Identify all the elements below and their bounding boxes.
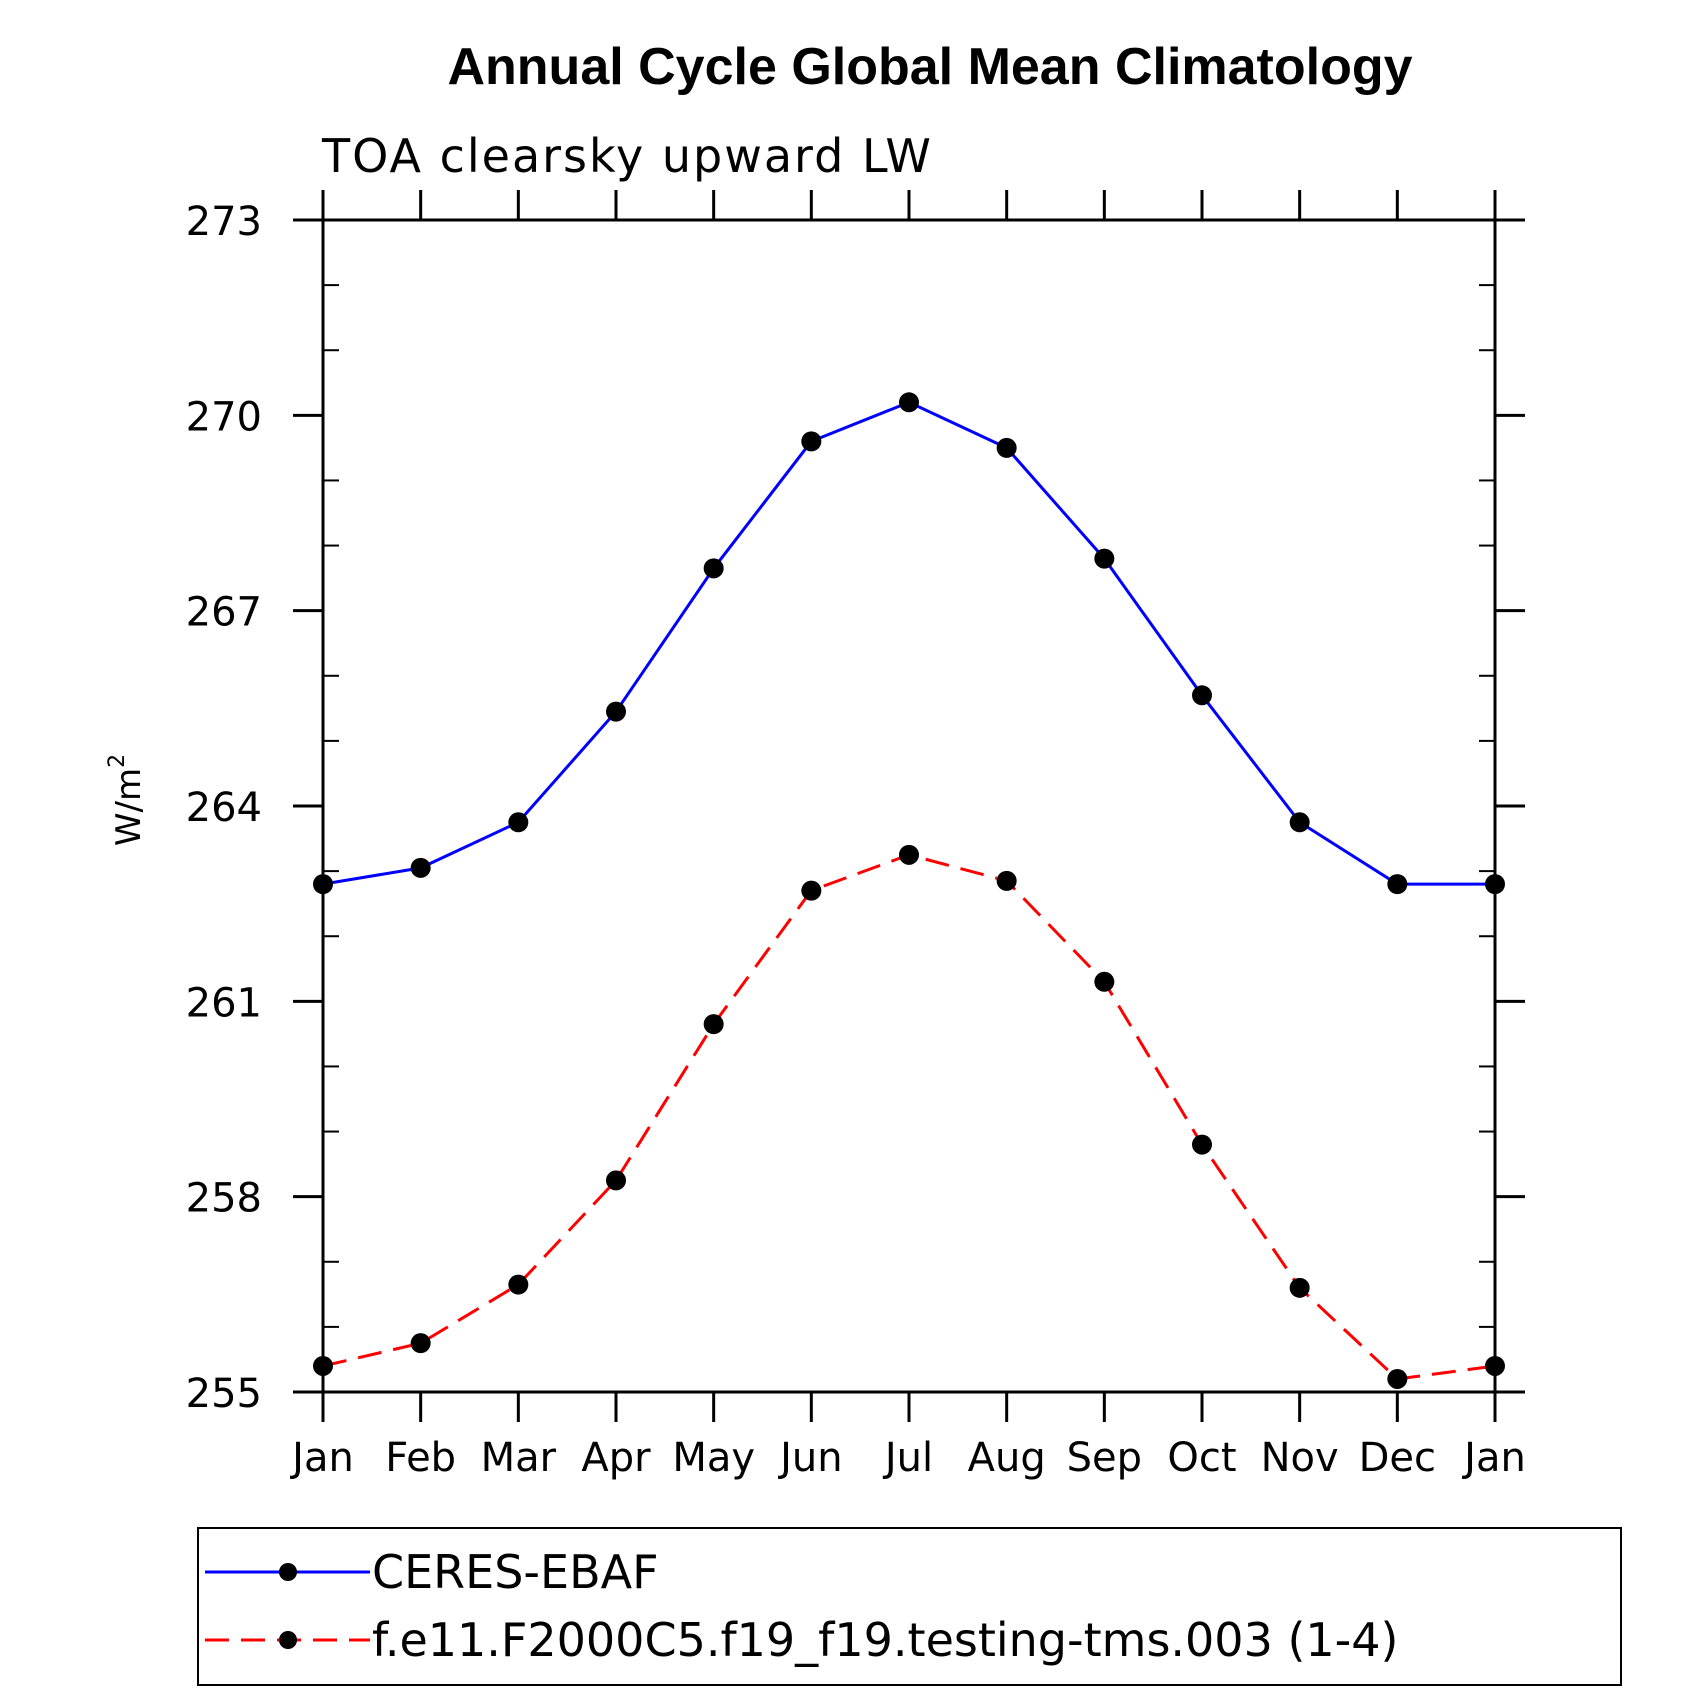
axis-ticks	[293, 190, 1525, 1422]
data-point-series-0	[508, 812, 529, 833]
plot-frame	[321, 218, 1497, 1394]
data-point-series-0	[703, 558, 724, 579]
data-point-series-1	[508, 1274, 529, 1295]
series-lines	[322, 400, 1496, 1381]
series-line-1	[322, 853, 1496, 1381]
data-point-series-1	[703, 1014, 724, 1035]
x-tick-labels: Jan Feb Mar Apr May Jun Jul Aug Sep Oct Nov Dec Jan	[289, 1435, 1526, 1481]
data-point-series-1	[1094, 971, 1115, 992]
data-point-series-0	[801, 431, 822, 452]
data-point-series-1	[606, 1170, 626, 1191]
x-tick-label: Dec	[1359, 1435, 1436, 1481]
y-tick-label: 255	[186, 1371, 262, 1417]
x-tick-label: Jul	[882, 1435, 933, 1481]
legend-box	[197, 1527, 1622, 1686]
data-point-series-1	[410, 1333, 431, 1354]
data-point-series-0	[1387, 874, 1408, 895]
legend-label-model: f.e11.F2000C5.f19_f19.testing-tms.003 (1…	[372, 1613, 1399, 1667]
legend: CERES-EBAF f.e11.F2000C5.f19_f19.testing…	[197, 1527, 1622, 1686]
data-point-series-0	[410, 857, 431, 878]
data-point-series-0	[1289, 812, 1310, 833]
data-point-series-0	[1192, 685, 1212, 706]
data-point-series-0	[1094, 548, 1115, 569]
y-tick-labels: 255 258 261 264 267 270 273	[186, 199, 262, 1417]
y-tick-label: 258	[186, 1176, 262, 1222]
y-tick-label: 261	[186, 980, 262, 1026]
x-tick-label: Jun	[777, 1435, 843, 1481]
y-tick-label: 273	[186, 199, 262, 245]
y-tick-label: 267	[186, 590, 262, 636]
x-tick-label: Aug	[968, 1435, 1046, 1481]
chart-title: Annual Cycle Global Mean Climatology	[447, 38, 1412, 96]
data-point-series-1	[1387, 1368, 1408, 1389]
x-tick-label: Mar	[481, 1435, 557, 1481]
y-axis-label: W/m2	[105, 754, 149, 846]
chart-subtitle: TOA clearsky upward LW	[321, 129, 933, 183]
series-markers	[313, 392, 1505, 1389]
data-point-series-0	[606, 701, 626, 722]
data-point-series-1	[899, 844, 919, 865]
x-tick-label: Sep	[1067, 1435, 1142, 1481]
data-point-series-1	[801, 880, 822, 901]
legend-marker-ceres	[279, 1563, 297, 1581]
x-tick-label: Jan	[289, 1435, 354, 1481]
data-point-series-0	[899, 392, 919, 413]
x-tick-label: Jan	[1461, 1435, 1526, 1481]
y-tick-label: 264	[186, 785, 262, 831]
x-tick-label: May	[672, 1435, 755, 1481]
data-point-series-1	[1192, 1134, 1212, 1155]
x-tick-label: Nov	[1261, 1435, 1339, 1481]
x-tick-label: Apr	[581, 1435, 651, 1481]
y-tick-label: 270	[186, 394, 262, 440]
legend-marker-model	[279, 1631, 297, 1649]
data-point-series-1	[996, 870, 1017, 891]
data-point-series-0	[996, 437, 1017, 458]
series-line-0	[322, 400, 1495, 886]
x-tick-label: Oct	[1167, 1435, 1236, 1481]
data-point-series-1	[1289, 1277, 1310, 1298]
x-tick-label: Feb	[385, 1435, 456, 1481]
legend-label-ceres: CERES-EBAF	[372, 1545, 659, 1599]
